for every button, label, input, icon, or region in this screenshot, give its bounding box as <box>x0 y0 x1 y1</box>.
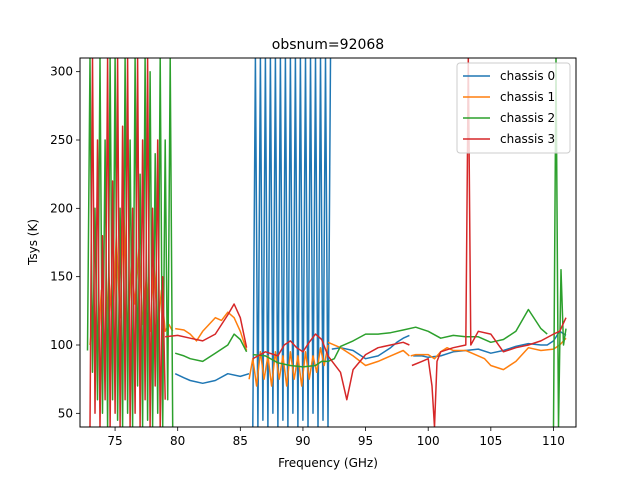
legend-label-2: chassis 2 <box>500 111 555 125</box>
x-tick-label: 85 <box>233 434 248 448</box>
y-tick-label: 150 <box>50 270 73 284</box>
y-tick-label: 300 <box>50 65 73 79</box>
series-line-0-segment-0 <box>174 372 250 385</box>
x-tick-label: 75 <box>107 434 122 448</box>
series-line-0-segment-2 <box>331 334 410 360</box>
x-tick-label: 110 <box>542 434 565 448</box>
series-line-3-segment-3 <box>411 58 567 427</box>
series-line-1-segment-3 <box>327 341 410 367</box>
series-line-2-segment-1 <box>174 333 248 363</box>
x-tick-label: 95 <box>358 434 373 448</box>
series-line-1-segment-2 <box>248 344 329 387</box>
series-line-0-segment-3 <box>413 330 567 359</box>
plot-frame <box>79 57 577 428</box>
series-line-1-segment-4 <box>410 337 567 371</box>
legend-label-1: chassis 1 <box>500 90 555 104</box>
legend: chassis 0 chassis 1 chassis 2 chassis 3 <box>456 62 571 154</box>
y-axis-label: Tsys (K) <box>26 219 40 266</box>
x-axis: 75 80 85 90 95 100 105 110 <box>107 427 565 448</box>
series-line-3-segment-2 <box>252 333 410 401</box>
series-layer <box>86 58 567 427</box>
y-tick-label: 100 <box>50 338 73 352</box>
series-line-2-segment-2 <box>252 308 548 368</box>
x-tick-label: 90 <box>295 434 310 448</box>
legend-box <box>456 62 571 154</box>
series-3 <box>89 58 567 427</box>
legend-label-0: chassis 0 <box>500 69 555 83</box>
y-tick-label: 50 <box>58 406 73 420</box>
y-axis: 50 100 150 200 250 300 <box>50 65 80 420</box>
chart-title: obsnum=92068 <box>272 37 384 53</box>
series-line-3-segment-0 <box>89 58 166 427</box>
x-tick-label: 100 <box>417 434 440 448</box>
y-tick-label: 200 <box>50 201 73 215</box>
x-axis-label: Frequency (GHz) <box>278 456 378 470</box>
legend-label-3: chassis 3 <box>500 132 555 146</box>
series-line-1-segment-1 <box>175 311 248 351</box>
x-tick-label: 105 <box>479 434 502 448</box>
x-tick-label: 80 <box>170 434 185 448</box>
y-tick-label: 250 <box>50 133 73 147</box>
series-line-3-segment-1 <box>165 303 248 348</box>
